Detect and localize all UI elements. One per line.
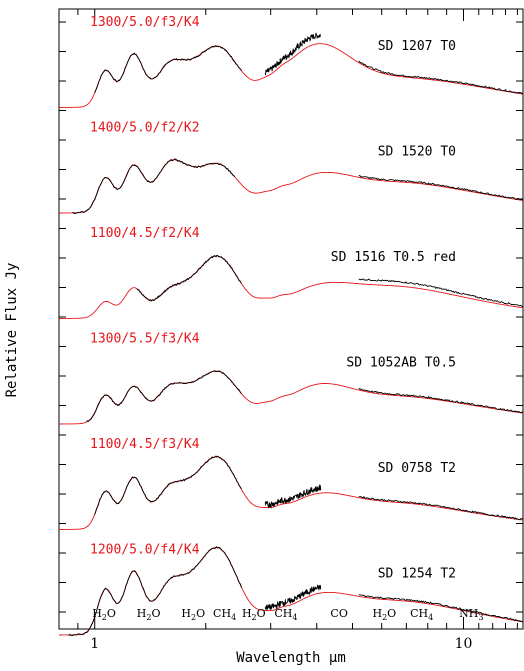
observed-spectrum-line xyxy=(358,495,524,521)
observed-spectrum-line xyxy=(94,455,242,515)
y-axis-title: Relative Flux Jy xyxy=(4,263,20,398)
observed-spectrum-line xyxy=(264,584,322,612)
x-tick-label: 10 xyxy=(455,636,473,652)
model-label: 1300/5.5/f3/K4 xyxy=(90,332,200,347)
observed-spectrum-line xyxy=(94,45,242,93)
band-label: CH4 xyxy=(410,607,433,622)
observed-spectrum-line xyxy=(264,32,322,76)
observed-spectrum-line xyxy=(136,254,242,302)
observed-spectrum-line xyxy=(358,60,524,95)
band-labels: H2O H2O H2O CH4 H2O CH4 CO H2O CH4 NH3 xyxy=(92,607,483,622)
axis-ticks xyxy=(58,9,523,629)
x-tick-labels: 1 10 xyxy=(90,636,472,652)
model-label: 1200/5.0/f4/K4 xyxy=(90,543,200,558)
model-label: 1100/4.5/f3/K4 xyxy=(90,437,200,452)
observed-spectrum-line xyxy=(72,158,236,215)
model-spectrum-line xyxy=(59,159,524,214)
observed-spectrum-line xyxy=(358,387,524,414)
band-label: H2O xyxy=(181,607,205,622)
band-label: H2O xyxy=(242,607,266,622)
object-label: SD 1052AB T0.5 xyxy=(346,356,456,371)
model-spectrum-line xyxy=(59,370,524,425)
band-label: CH4 xyxy=(213,607,236,622)
panel-labels: 1300/5.0/f3/K4 SD 1207 T0 1400/5.0/f2/K2 SD… xyxy=(90,15,456,582)
model-label: 1400/5.0/f2/K2 xyxy=(90,121,200,136)
band-label: H2O xyxy=(372,607,396,622)
plot-frame xyxy=(58,8,524,630)
band-label: H2O xyxy=(137,607,161,622)
band-label: CO xyxy=(330,607,347,620)
band-label: NH3 xyxy=(459,607,483,622)
x-axis-title: Wavelength μm xyxy=(236,650,346,666)
model-spectrum-line xyxy=(59,546,524,636)
observed-spectrum-line xyxy=(264,483,322,509)
model-label: 1100/4.5/f2/K4 xyxy=(90,226,200,241)
model-label: 1300/5.0/f3/K4 xyxy=(90,15,200,30)
object-label: SD 1207 T0 xyxy=(378,39,456,54)
object-label: SD 0758 T2 xyxy=(378,461,456,476)
model-spectrum-line xyxy=(59,255,524,319)
spectra-group xyxy=(59,32,524,636)
band-label: H2O xyxy=(92,607,116,622)
x-tick-label: 1 xyxy=(90,636,99,652)
object-label: SD 1520 T0 xyxy=(378,145,456,160)
observed-spectrum-line xyxy=(358,174,524,201)
observed-spectrum-line xyxy=(358,594,524,623)
observed-spectrum-line xyxy=(86,370,242,423)
observed-spectrum-line xyxy=(68,546,242,636)
observed-spectrum-line xyxy=(358,278,524,308)
band-label: CH4 xyxy=(274,607,297,622)
object-label: SD 1254 T2 xyxy=(378,567,456,582)
object-label: SD 1516 T0.5 red xyxy=(331,250,456,265)
